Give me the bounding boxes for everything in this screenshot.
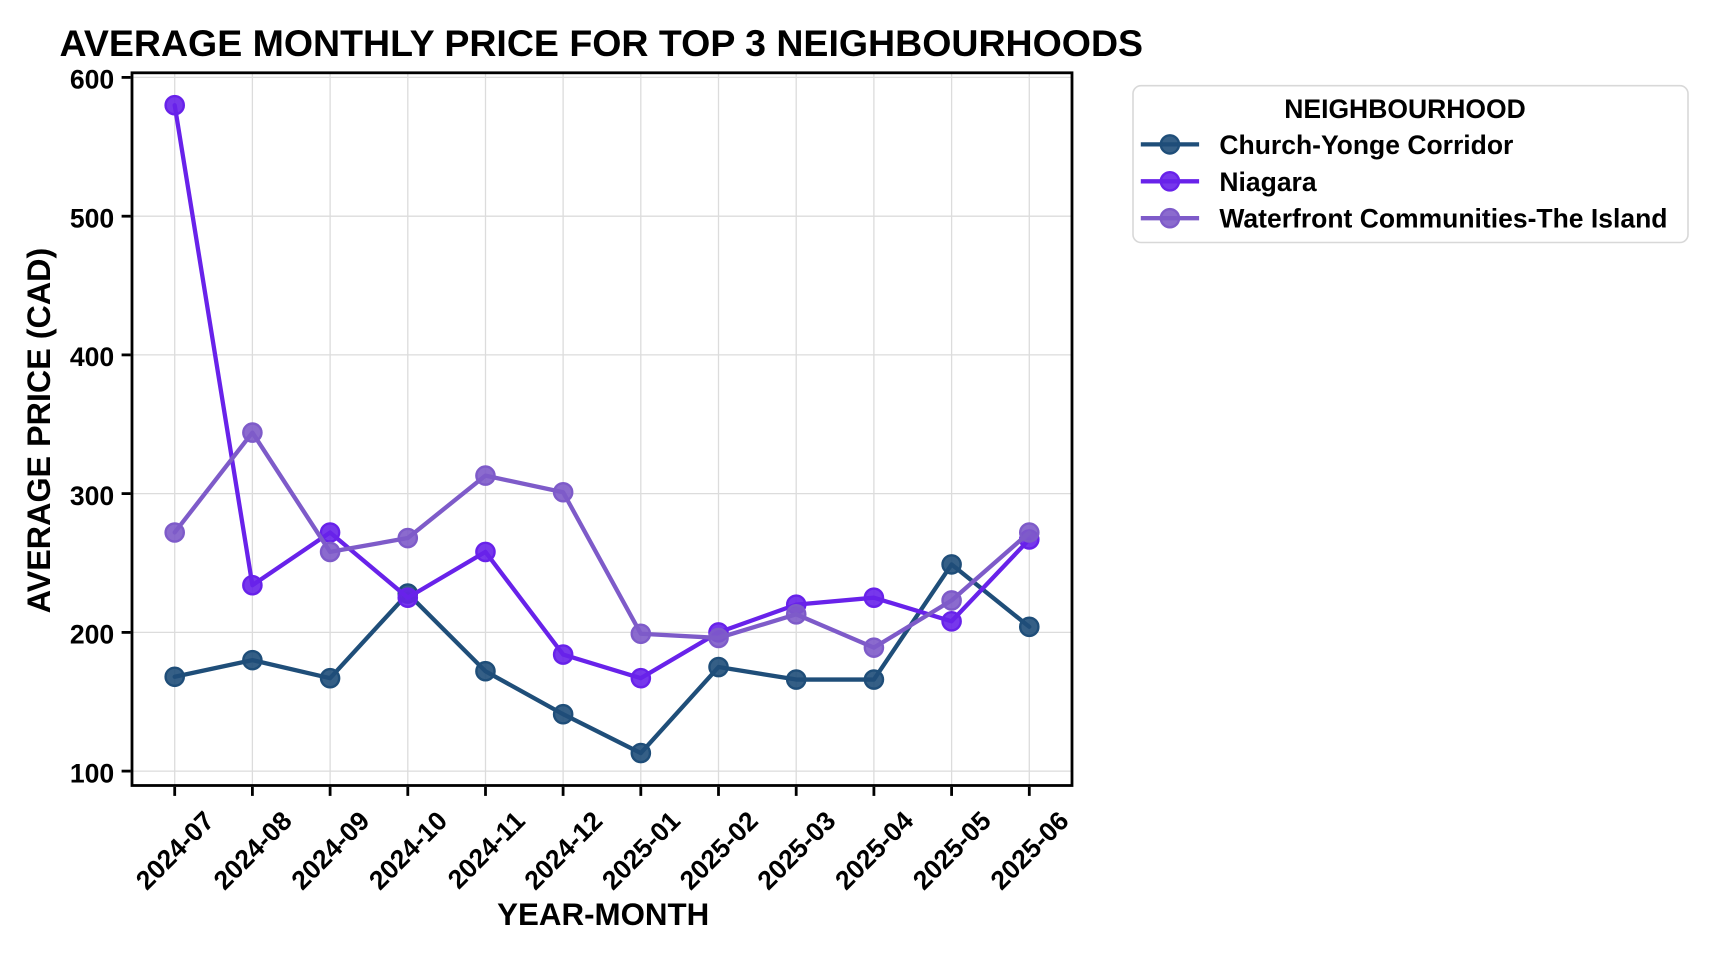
svg-text:100: 100 (70, 758, 114, 788)
svg-text:600: 600 (70, 65, 114, 95)
svg-text:AVERAGE MONTHLY PRICE FOR TOP: AVERAGE MONTHLY PRICE FOR TOP 3 NEIGHBOU… (60, 22, 1144, 64)
svg-text:NEIGHBOURHOOD: NEIGHBOURHOOD (1284, 94, 1525, 124)
svg-text:AVERAGE PRICE (CAD): AVERAGE PRICE (CAD) (21, 248, 57, 613)
svg-text:500: 500 (70, 204, 114, 234)
svg-text:Church-Yonge Corridor: Church-Yonge Corridor (1219, 130, 1513, 160)
svg-text:Waterfront Communities-The Isl: Waterfront Communities-The Island (1219, 204, 1667, 234)
svg-text:400: 400 (70, 342, 114, 372)
svg-text:Niagara: Niagara (1219, 167, 1316, 197)
svg-text:300: 300 (70, 481, 114, 511)
svg-text:200: 200 (70, 620, 114, 650)
svg-text:YEAR-MONTH: YEAR-MONTH (497, 897, 709, 932)
